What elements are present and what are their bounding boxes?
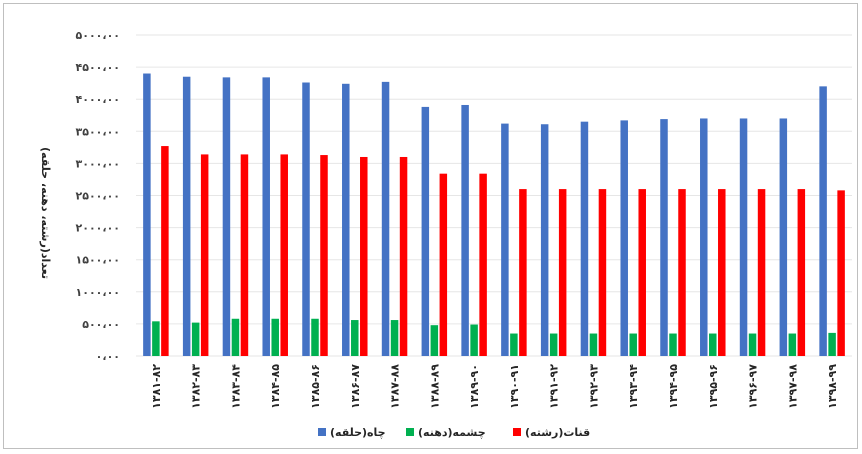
bar-2-12 <box>589 333 598 356</box>
bar-3-6 <box>360 156 368 356</box>
x-tick-label: ۱۳۹۵-۹۶ <box>707 364 720 409</box>
y-tick-label: ۴۰۰۰،۰۰ <box>76 93 120 106</box>
bar-1-4 <box>262 77 270 356</box>
bar-1-3 <box>222 77 231 356</box>
bar-2-13 <box>629 333 637 356</box>
bar-1-12 <box>580 121 589 356</box>
x-tick-label: ۱۳۸۷-۸۸ <box>389 364 402 409</box>
bar-3-3 <box>240 154 249 356</box>
y-axis-label: تعداد(رشته، دهنه، حلقه) <box>39 147 52 279</box>
bar-1-10 <box>501 123 509 356</box>
bar-3-11 <box>558 189 567 356</box>
bar-1-15 <box>700 118 708 357</box>
x-tick-label: ۱۳۸۶-۸۷ <box>349 364 362 409</box>
bar-2-15 <box>709 333 717 356</box>
bar-3-10 <box>519 189 527 356</box>
x-tick-label: ۱۳۸۴-۸۵ <box>269 364 282 409</box>
y-tick-label: ۳۰۰۰،۰۰ <box>76 157 120 170</box>
x-tick-label: ۱۳۸۹-۹۰ <box>468 364 481 409</box>
y-tick-label: ۱۵۰۰،۰۰ <box>76 254 120 267</box>
x-tick-label: ۱۳۹۲-۹۳ <box>587 364 600 409</box>
legend-label: چاه(حلقه) <box>330 426 386 439</box>
bar-1-11 <box>540 124 549 356</box>
x-tick-label: ۱۳۹۱-۹۲ <box>548 364 561 409</box>
bar-2-14 <box>669 333 677 356</box>
bar-1-7 <box>381 81 390 356</box>
bar-3-2 <box>200 154 209 356</box>
x-tick-label: ۱۳۸۵-۸۶ <box>309 364 322 409</box>
y-tick-label: ۰،۰۰ <box>96 350 120 363</box>
y-tick-label: ۲۵۰۰،۰۰ <box>76 190 120 203</box>
gridlines <box>136 34 852 357</box>
y-tick-label: ۳۵۰۰،۰۰ <box>76 125 120 138</box>
y-tick-label: ۴۵۰۰،۰۰ <box>76 61 120 74</box>
bar-1-16 <box>739 118 748 357</box>
y-tick-label: ۵۰۰۰،۰۰ <box>76 29 120 42</box>
y-axis-ticks: ۰،۰۰ ۵۰۰،۰۰ ۱۰۰۰،۰۰ ۱۵۰۰،۰۰ ۲۰۰۰،۰۰ ۲۵۰۰،۰۰ ۳۰… <box>76 29 120 363</box>
bar-3-16 <box>757 189 766 356</box>
bar-2-10 <box>510 333 518 356</box>
bar-1-17 <box>779 118 788 357</box>
x-tick-label: ۱۳۸۳-۸۴ <box>229 364 242 409</box>
y-tick-label: ۱۰۰۰،۰۰ <box>76 286 120 299</box>
bar-3-7 <box>399 156 408 356</box>
bar-1-14 <box>660 119 668 357</box>
bars <box>143 73 845 357</box>
y-tick-label: ۵۰۰،۰۰ <box>82 318 120 331</box>
bar-1-2 <box>182 76 191 356</box>
x-tick-label: ۱۳۹۳-۹۴ <box>627 364 640 409</box>
bar-1-6 <box>342 83 350 357</box>
x-tick-label: ۱۳۹۶-۹۷ <box>747 364 760 409</box>
x-tick-label: ۱۳۹۰-۹۱ <box>508 364 521 409</box>
bar-3-5 <box>320 155 328 356</box>
bar-2-18 <box>828 332 836 356</box>
x-tick-label: ۱۳۹۸-۹۹ <box>826 364 839 409</box>
legend-swatch <box>406 428 414 436</box>
legend-label: قنات(رشته) <box>525 426 590 439</box>
x-axis-ticks: ۱۳۸۱-۸۲ ۱۳۸۲-۸۳ ۱۳۸۳-۸۴ ۱۳۸۴-۸۵ ۱۳۸۵-۸۶ ۱۳۸۶-… <box>150 364 839 409</box>
legend-label: چشمه(دهنه) <box>418 426 486 439</box>
bar-3-12 <box>598 189 607 356</box>
x-tick-label: ۱۳۹۷-۹۸ <box>786 364 799 409</box>
bar-2-11 <box>549 333 558 356</box>
bar-2-6 <box>351 320 359 356</box>
bar-3-15 <box>718 189 726 356</box>
bar-2-3 <box>231 318 240 356</box>
bar-1-13 <box>620 120 628 356</box>
bar-2-4 <box>271 318 279 356</box>
bar-2-1 <box>152 321 160 356</box>
bar-2-7 <box>390 320 399 356</box>
legend-swatch <box>318 428 326 436</box>
bar-1-1 <box>143 73 151 357</box>
bar-3-13 <box>638 189 646 356</box>
bar-2-16 <box>748 333 757 356</box>
bar-3-14 <box>678 189 686 356</box>
x-tick-label: ۱۳۸۸-۸۹ <box>428 364 441 409</box>
bar-1-18 <box>819 86 827 357</box>
bar-2-9 <box>470 324 478 356</box>
bar-1-8 <box>421 106 430 357</box>
y-tick-label: ۲۰۰۰،۰۰ <box>76 222 120 235</box>
bar-3-8 <box>439 173 448 356</box>
legend-swatch <box>513 428 521 436</box>
bar-2-2 <box>191 322 200 356</box>
bar-2-17 <box>788 333 797 356</box>
legend: چاه(حلقه) چشمه(دهنه) قنات(رشته) <box>318 426 590 439</box>
bar-3-18 <box>837 190 845 356</box>
bar-3-1 <box>161 146 169 356</box>
bar-1-5 <box>302 82 310 357</box>
x-tick-label: ۱۳۹۴-۹۵ <box>667 364 680 409</box>
bar-3-9 <box>479 173 487 356</box>
x-tick-label: ۱۳۸۱-۸۲ <box>150 364 163 409</box>
bar-1-9 <box>461 104 469 356</box>
bar-2-5 <box>311 318 319 356</box>
bar-3-17 <box>797 189 806 356</box>
x-tick-label: ۱۳۸۲-۸۳ <box>190 364 203 409</box>
bar-3-4 <box>280 154 288 356</box>
bar-2-8 <box>430 325 439 356</box>
